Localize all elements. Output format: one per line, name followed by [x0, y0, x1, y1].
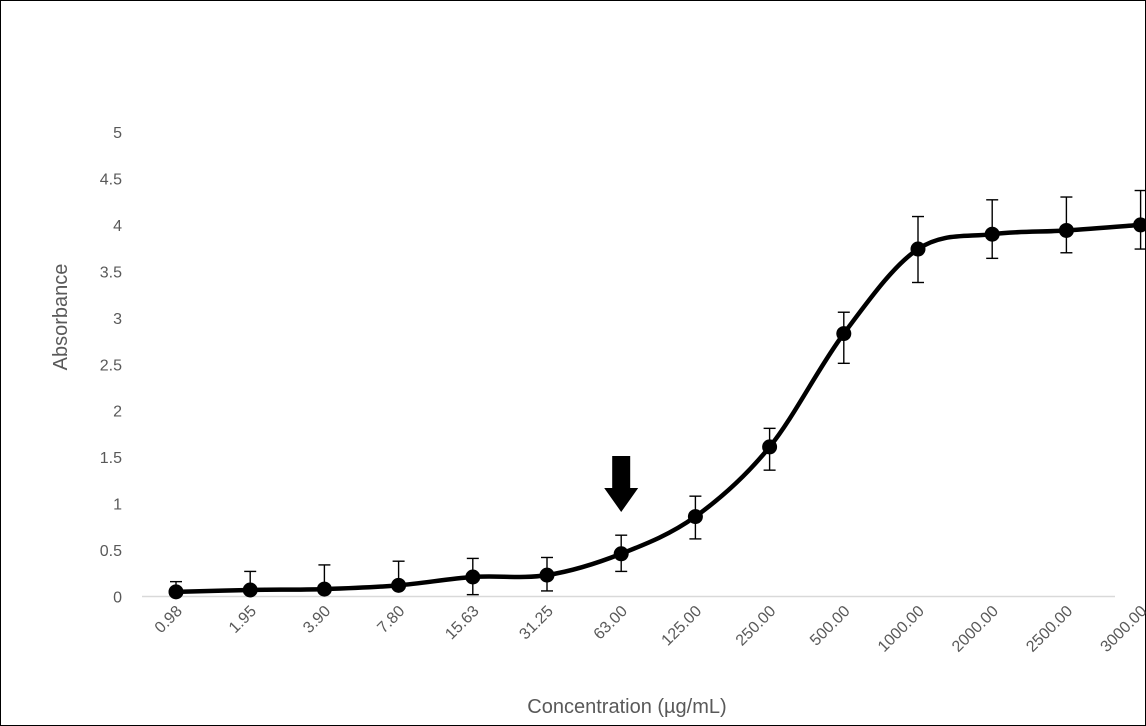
- x-tick-label: 1.95: [226, 603, 260, 637]
- x-tick-label: 3000.00: [1098, 603, 1146, 656]
- data-point: [316, 581, 332, 597]
- arrow-annotation: [604, 456, 639, 512]
- x-tick-label: 31.25: [516, 603, 556, 643]
- down-arrow-icon: [604, 456, 639, 512]
- y-tick-label: 3: [113, 311, 122, 328]
- data-point: [391, 577, 407, 593]
- data-point: [465, 569, 481, 585]
- x-tick-label: 63.00: [591, 603, 631, 643]
- error-bars: [170, 189, 1146, 596]
- x-tick-label: 1000.00: [875, 603, 928, 656]
- y-tick-label: 0.5: [100, 543, 122, 560]
- data-point: [910, 241, 926, 257]
- x-tick-label: 500.00: [807, 603, 854, 650]
- y-tick-label: 1: [113, 497, 122, 514]
- data-point: [1133, 217, 1146, 233]
- data-point: [687, 509, 703, 525]
- data-point: [762, 439, 778, 455]
- x-axis-title: Concentration (µg/mL): [527, 696, 726, 718]
- y-tick-label: 3.5: [100, 264, 122, 281]
- x-tick-label: 2000.00: [949, 603, 1002, 656]
- data-point: [836, 326, 852, 342]
- x-tick-label: 3.90: [300, 603, 334, 637]
- data-point: [613, 546, 629, 562]
- data-point: [242, 582, 258, 598]
- y-tick-label: 1.5: [100, 450, 122, 467]
- data-points: [168, 217, 1146, 600]
- data-point: [1058, 222, 1074, 238]
- y-tick-label: 2: [113, 404, 122, 421]
- x-tick-label: 15.63: [442, 603, 482, 643]
- y-tick-label: 0: [113, 590, 122, 607]
- x-tick-label: 125.00: [659, 603, 706, 650]
- x-axis-ticks: 0.98 1.95 3.90 7.80 15.63 31.25 63.00 125.00 250…: [152, 603, 1146, 656]
- y-axis-title: Absorbance: [50, 264, 72, 371]
- data-point: [539, 567, 555, 583]
- y-axis-ticks: 0 0.5 1 1.5 2 2.5 3 3.5 4 4.5 5: [100, 125, 122, 607]
- y-tick-label: 4.5: [100, 171, 122, 188]
- y-tick-label: 2.5: [100, 357, 122, 374]
- x-tick-label: 7.80: [374, 603, 408, 637]
- data-point: [168, 584, 184, 600]
- y-tick-label: 5: [113, 125, 122, 142]
- x-tick-label: 0.98: [152, 603, 186, 637]
- x-tick-label: 250.00: [733, 603, 780, 650]
- series-line: [173, 222, 1143, 595]
- y-tick-label: 4: [113, 218, 122, 235]
- data-point: [984, 226, 1000, 242]
- x-tick-label: 2500.00: [1023, 603, 1076, 656]
